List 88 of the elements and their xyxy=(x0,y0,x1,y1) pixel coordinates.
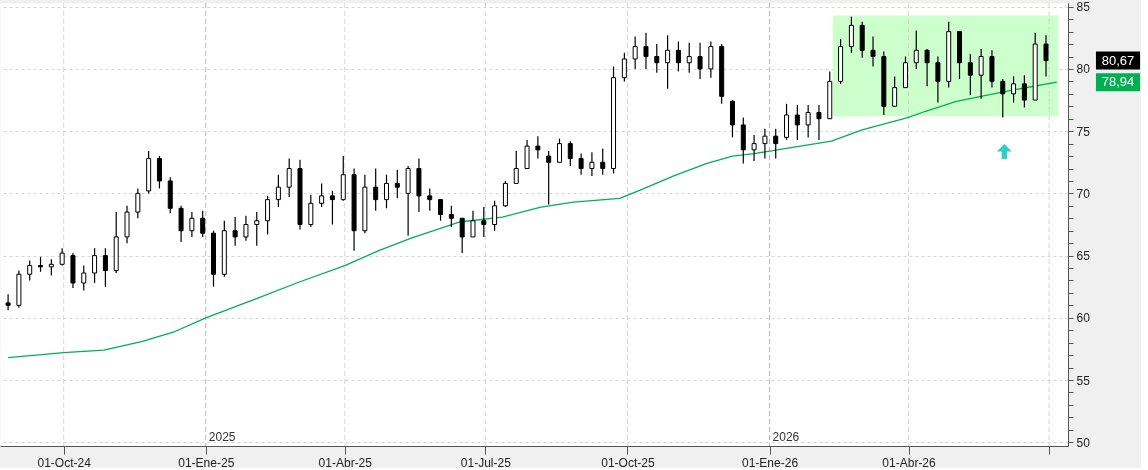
candlestick xyxy=(308,194,314,228)
ref-line-label: 2025 xyxy=(208,430,236,444)
candlestick xyxy=(232,216,238,247)
line-series xyxy=(7,81,1058,359)
candlestick xyxy=(773,128,779,160)
x-tick-label: 01-Ene-26 xyxy=(742,455,799,470)
candlestick xyxy=(286,157,292,198)
candlestick xyxy=(600,147,606,176)
candlestick xyxy=(675,40,681,73)
y-tick-label: 50 xyxy=(1076,435,1091,450)
x-tick-label: 01-Jul-25 xyxy=(460,455,512,470)
candlestick xyxy=(448,205,454,228)
x-tick-label: 01-Ene-25 xyxy=(178,455,235,470)
candlestick xyxy=(556,138,562,163)
candlestick xyxy=(697,42,703,80)
text: 80,67 xyxy=(1101,52,1135,68)
candlestick xyxy=(459,217,465,254)
candlestick xyxy=(848,16,854,54)
candlestick xyxy=(275,174,281,208)
candlestick xyxy=(427,187,433,212)
candlestick xyxy=(135,187,141,219)
candlestick xyxy=(27,259,33,282)
candlestick xyxy=(784,103,790,141)
candlestick xyxy=(729,99,735,138)
text: 78,94 xyxy=(1101,74,1135,90)
candlestick xyxy=(102,247,108,288)
y-tick-label: 85 xyxy=(1076,0,1091,15)
y-tick-label: 75 xyxy=(1076,124,1091,139)
candlestick xyxy=(546,150,552,206)
ref-line-label: 2026 xyxy=(772,430,800,444)
candlestick xyxy=(243,215,249,242)
candlestick xyxy=(621,52,627,82)
candlestick xyxy=(492,200,498,232)
candlestick xyxy=(794,104,800,141)
candlestick xyxy=(1000,78,1006,119)
candlestick xyxy=(924,48,930,87)
candlestick xyxy=(481,206,487,238)
y-tick-label: 65 xyxy=(1076,249,1091,264)
candlestick xyxy=(762,128,768,160)
candlestick xyxy=(373,167,379,212)
candlestick xyxy=(1011,75,1017,104)
candlestick xyxy=(200,210,206,238)
candlestick xyxy=(189,211,195,238)
candlestick xyxy=(892,75,898,107)
candlestick xyxy=(92,247,98,284)
candlestick xyxy=(686,42,692,74)
candlestick xyxy=(438,199,444,222)
candlestick xyxy=(967,53,973,96)
candlestick xyxy=(567,140,573,167)
candlestick xyxy=(513,150,519,185)
candlestick xyxy=(654,43,660,74)
candlestick xyxy=(319,182,325,208)
candlestick xyxy=(470,210,476,238)
candlestick xyxy=(394,169,400,199)
candlestick xyxy=(1021,74,1027,109)
candlestick xyxy=(751,134,757,162)
x-tick-label: 01-Oct-24 xyxy=(37,455,92,470)
candlestick xyxy=(502,180,508,208)
candlestick xyxy=(870,36,876,68)
candlestick xyxy=(265,195,271,236)
y-tick-label: 55 xyxy=(1076,373,1091,388)
candlestick xyxy=(816,104,822,141)
candlestick xyxy=(156,155,162,190)
candlestick xyxy=(524,139,530,170)
candlestick xyxy=(913,29,919,70)
x-tick-label: 01-Oct-25 xyxy=(601,455,655,470)
x-tick-label: 01-Abr-25 xyxy=(318,455,373,470)
candlestick xyxy=(805,104,811,138)
x-tick-label: 01-Abr-26 xyxy=(882,455,937,470)
candlestick xyxy=(1043,34,1049,78)
candlestick xyxy=(5,293,11,311)
candlestick xyxy=(978,48,984,100)
candlestick xyxy=(632,36,638,70)
candlestick xyxy=(708,40,714,79)
candlestick xyxy=(535,135,541,160)
candlestick xyxy=(254,211,260,247)
candlestick xyxy=(81,264,87,292)
y-tick-label: 80 xyxy=(1076,62,1091,77)
candlestick xyxy=(589,151,595,177)
candlestick xyxy=(384,174,389,209)
candlestick xyxy=(665,34,671,90)
candlestick xyxy=(578,152,584,176)
candlestick xyxy=(178,205,184,243)
candlestick xyxy=(643,32,649,70)
y-tick-label: 60 xyxy=(1076,311,1091,326)
candlestick xyxy=(935,55,941,104)
y-tick-label: 70 xyxy=(1076,186,1091,201)
candlestick xyxy=(329,190,335,226)
